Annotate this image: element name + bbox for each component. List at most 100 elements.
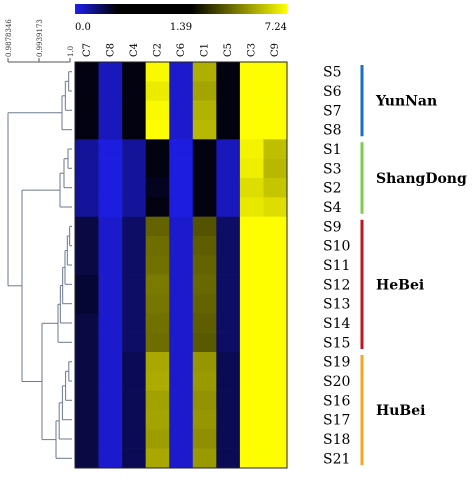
heatmap-cell bbox=[192, 62, 217, 82]
color-scale-tick-mid: 1.39 bbox=[170, 22, 192, 33]
heatmap-cell bbox=[98, 100, 123, 121]
heatmap-cell bbox=[263, 390, 288, 411]
heatmap-cell bbox=[192, 178, 217, 198]
heatmap-cell bbox=[145, 448, 170, 469]
heatmap-cell bbox=[122, 62, 146, 82]
heatmap-cell bbox=[75, 313, 99, 333]
heatmap-cell bbox=[169, 81, 194, 101]
heatmap-cell bbox=[192, 197, 217, 217]
row-label: S16 bbox=[323, 393, 350, 409]
heatmap-cell bbox=[263, 274, 288, 295]
heatmap-cell bbox=[98, 120, 123, 140]
heatmap-cell bbox=[263, 62, 288, 82]
heatmap-cell bbox=[239, 274, 264, 295]
heatmap-cell bbox=[239, 294, 264, 314]
row-label: S7 bbox=[323, 103, 342, 119]
heatmap-cell bbox=[239, 236, 264, 256]
heatmap-cell bbox=[122, 255, 146, 275]
heatmap-cell bbox=[98, 371, 123, 391]
heatmap-cell bbox=[75, 120, 99, 140]
group-label: HeBei bbox=[376, 277, 424, 293]
heatmap-cell bbox=[122, 294, 146, 314]
heatmap-cell bbox=[192, 332, 217, 353]
heatmap-cell bbox=[75, 216, 99, 237]
heatmap-cell bbox=[98, 255, 123, 275]
heatmap-cell bbox=[98, 352, 123, 372]
heatmap-cell bbox=[145, 139, 170, 159]
heatmap-cell bbox=[75, 255, 99, 275]
row-label: S3 bbox=[323, 161, 342, 177]
heatmap-cell bbox=[239, 197, 264, 217]
heatmap-cell bbox=[98, 236, 123, 256]
column-label: C1 bbox=[200, 43, 211, 57]
heatmap-cell bbox=[216, 410, 241, 430]
heatmap-cell bbox=[239, 216, 264, 237]
heatmap-cell bbox=[263, 197, 288, 217]
heatmap-cell bbox=[75, 197, 99, 217]
heatmap-cell bbox=[216, 255, 241, 275]
heatmap-cell bbox=[239, 313, 264, 333]
column-label: C3 bbox=[247, 43, 258, 57]
group-label: HuBei bbox=[376, 403, 425, 419]
row-label: S19 bbox=[323, 355, 350, 371]
row-labels: S5 S6 S7 S8 S1 S3 S2 S4 S9 S10 S11 S12 S13 S14 S15 S19 S… bbox=[323, 65, 350, 468]
heatmap-cell bbox=[169, 294, 194, 314]
heatmap-cell bbox=[122, 274, 146, 295]
column-label: C4 bbox=[129, 43, 140, 57]
heatmap-cell bbox=[239, 332, 264, 353]
heatmap-cell bbox=[192, 139, 217, 159]
heatmap-cell bbox=[145, 429, 170, 449]
row-label: S20 bbox=[323, 374, 350, 390]
heatmap-cell bbox=[192, 236, 217, 256]
heatmap-cell bbox=[98, 332, 123, 353]
color-scale-bar bbox=[75, 4, 287, 14]
row-label: S9 bbox=[323, 219, 342, 235]
heatmap-cell bbox=[169, 313, 194, 333]
heatmap-cell bbox=[169, 139, 194, 159]
heatmap-cell bbox=[122, 236, 146, 256]
heatmap-cell bbox=[192, 120, 217, 140]
heatmap-cell bbox=[192, 429, 217, 449]
heatmap-cell bbox=[145, 197, 170, 217]
heatmap-cell bbox=[192, 158, 217, 179]
heatmap-cell bbox=[216, 371, 241, 391]
heatmap-cell bbox=[263, 429, 288, 449]
heatmap-cell bbox=[75, 62, 99, 82]
heatmap-cell bbox=[263, 352, 288, 372]
heatmap-cell bbox=[169, 100, 194, 121]
heatmap-cell bbox=[216, 274, 241, 295]
heatmap-cell bbox=[239, 371, 264, 391]
row-label: S1 bbox=[323, 142, 342, 158]
heatmap-cell bbox=[122, 371, 146, 391]
heatmap-cell bbox=[263, 371, 288, 391]
heatmap-cell bbox=[75, 390, 99, 411]
row-label: S2 bbox=[323, 181, 342, 197]
heatmap-cell bbox=[122, 120, 146, 140]
row-dendrogram bbox=[7, 71, 72, 459]
heatmap-cell bbox=[263, 294, 288, 314]
column-label: C7 bbox=[82, 43, 93, 57]
heatmap-cell bbox=[192, 313, 217, 333]
column-label: C6 bbox=[176, 43, 187, 57]
heatmap-cell bbox=[216, 139, 241, 159]
heatmap-cell bbox=[145, 100, 170, 121]
heatmap-cell bbox=[169, 236, 194, 256]
heatmap-cell bbox=[122, 100, 146, 121]
heatmap-cell bbox=[169, 448, 194, 469]
heatmap-cells bbox=[74, 61, 288, 469]
row-label: S10 bbox=[323, 239, 350, 255]
heatmap-cell bbox=[216, 294, 241, 314]
heatmap-cell bbox=[169, 120, 194, 140]
heatmap-cell bbox=[145, 81, 170, 101]
heatmap-cell bbox=[239, 255, 264, 275]
heatmap-cell bbox=[98, 158, 123, 179]
heatmap-cell bbox=[98, 448, 123, 469]
heatmap-cell bbox=[216, 178, 241, 198]
heatmap-cell bbox=[145, 410, 170, 430]
heatmap-cell bbox=[169, 371, 194, 391]
heatmap-cell bbox=[169, 429, 194, 449]
heatmap-cell bbox=[169, 410, 194, 430]
heatmap-cell bbox=[98, 313, 123, 333]
heatmap-cell bbox=[122, 448, 146, 469]
heatmap-cell bbox=[169, 352, 194, 372]
